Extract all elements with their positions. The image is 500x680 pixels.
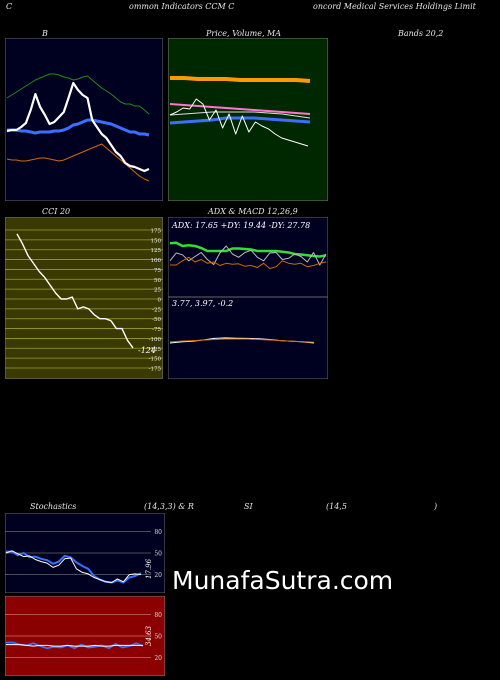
stochastics-params: (14,3,3) & R xyxy=(144,502,194,511)
macd-panel: 3.77, 3.97, -0.2 xyxy=(168,297,328,379)
adx-values-label: ADX: 17.65 +DY: 19.44 -DY: 27.78 xyxy=(171,221,310,230)
header-label-left: C xyxy=(6,2,13,11)
rsi-params-close: ) xyxy=(434,502,438,511)
cci-tick-label: 150 xyxy=(151,238,162,244)
rsi-panel: 80 50 20 34.63 xyxy=(5,596,165,676)
cci-tick-label: -75 xyxy=(152,327,161,333)
rsi-tick-label: 80 xyxy=(154,612,162,619)
adx-adx-line xyxy=(169,241,327,258)
rsi-smooth-line xyxy=(6,644,143,647)
rsi-tick-label: 50 xyxy=(154,634,162,641)
cci-tick-label: 25 xyxy=(154,288,161,294)
macd-values-label: 3.77, 3.97, -0.2 xyxy=(172,299,233,308)
cci-tick-label: -150 xyxy=(149,357,162,363)
price-ma-title: Price, Volume, MA xyxy=(206,29,282,38)
bands-label: Bands 20,2 xyxy=(398,29,444,38)
rsi-last-value: 34.63 xyxy=(145,625,153,646)
price-ma-ma-blue-line xyxy=(169,116,311,125)
watermark: MunafaSutra.com xyxy=(172,566,394,595)
cci-tick-label: -175 xyxy=(149,367,162,373)
cci-tick-label: 175 xyxy=(151,229,162,235)
price-ma-ma-pink-line xyxy=(169,103,311,115)
cci-tick-label: 50 xyxy=(154,278,161,284)
stochastics-tick-label: 50 xyxy=(154,551,162,558)
bollinger-upper-line xyxy=(6,73,150,115)
adx-macd-title: ADX & MACD 12,26,9 xyxy=(208,207,298,216)
bollinger-middle-line xyxy=(7,118,150,137)
bollinger-price-line xyxy=(6,81,150,173)
cci-tick-label: -50 xyxy=(152,317,161,323)
cci-tick-label: -25 xyxy=(152,307,161,313)
cci-tick-label: 0 xyxy=(158,298,162,304)
cci-tick-label: 75 xyxy=(154,268,161,274)
stochastics-last-value: 17.96 xyxy=(145,558,153,579)
cci-panel: 175 150 125 100 75 50 25 0 -25 -50 -75 -100 -125 -150… xyxy=(5,217,163,379)
rsi-rsi-line xyxy=(6,641,144,650)
cci-last-value: -124 xyxy=(138,346,156,355)
stochastics-title: Stochastics xyxy=(30,502,77,511)
adx-plus-di-line xyxy=(169,245,327,266)
cci-line xyxy=(16,233,134,349)
stochastics-panel: 80 50 20 17.96 xyxy=(5,513,165,593)
header-label-company: oncord Medical Services Holdings Limit xyxy=(313,2,476,11)
price-ma-price-line xyxy=(169,98,309,147)
macd-signal-line xyxy=(169,338,315,343)
adx-minus-di-line xyxy=(170,256,327,269)
price-ma-panel xyxy=(168,38,328,201)
stochastics-d-line xyxy=(5,550,142,583)
rsi-title: SI xyxy=(244,502,253,511)
bollinger-background xyxy=(5,38,163,201)
stochastics-tick-label: 20 xyxy=(154,572,162,579)
rsi-params: (14,5 xyxy=(326,502,347,511)
cci-tick-label: -100 xyxy=(149,337,162,343)
rsi-tick-label: 20 xyxy=(154,655,162,662)
price-ma-ma-white-line xyxy=(169,111,311,119)
cci-background xyxy=(5,217,163,379)
stochastics-tick-label: 80 xyxy=(154,529,162,536)
price-ma-ma-orange-line xyxy=(170,76,311,83)
cci-title: CCI 20 xyxy=(42,207,71,216)
adx-panel: ADX: 17.65 +DY: 19.44 -DY: 27.78 xyxy=(168,217,328,297)
bollinger-panel xyxy=(5,38,163,201)
header-label-indicators: ommon Indicators CCM C xyxy=(129,2,235,11)
cci-tick-label: 100 xyxy=(151,258,162,264)
cci-tick-label: 125 xyxy=(151,248,162,254)
stochastics-k-line xyxy=(6,550,142,584)
cci-tick-label: -125 xyxy=(149,347,162,353)
bollinger-title: B xyxy=(42,29,48,38)
